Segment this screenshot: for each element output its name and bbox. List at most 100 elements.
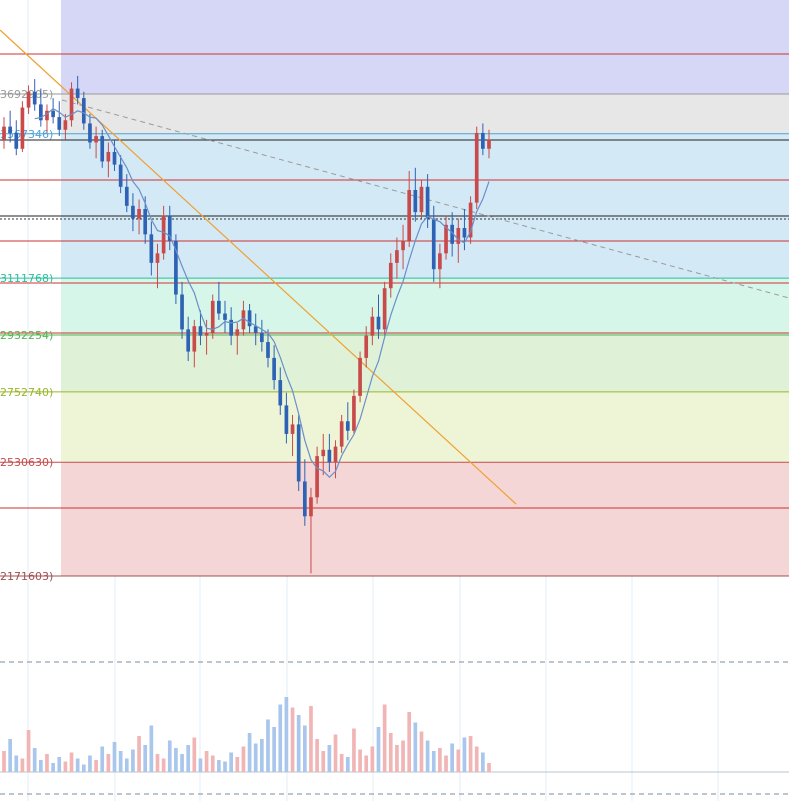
candle-body-8 [51,110,55,118]
candle-body-2 [14,132,19,149]
candle-body-1 [8,126,12,133]
volume-bar-43 [266,719,270,772]
volume-bar-78 [481,752,485,772]
volume-bar-58 [358,749,362,772]
volume-bar-42 [260,739,264,772]
volume-bar-62 [382,704,387,772]
moving-average-line [34,107,490,479]
candle-body-31 [192,326,197,352]
candle-body-29 [180,294,184,330]
volume-bar-52 [321,751,326,772]
candle-body-14 [88,123,92,143]
fib-band-6 [61,462,789,576]
volume-bar-17 [106,754,111,772]
candle-body-23 [143,208,148,235]
volume-bar-50 [309,706,313,772]
candle-body-77 [474,132,479,203]
candle-body-20 [124,186,129,206]
volume-bar-75 [462,737,467,772]
candle-body-68 [419,186,424,213]
volume-bar-6 [38,760,43,772]
volume-bar-63 [388,733,393,772]
volume-bar-22 [137,736,141,772]
candle-body-49 [302,481,307,517]
fib-band-4 [61,335,789,392]
volume-bar-45 [278,704,283,772]
candle-body-53 [327,449,332,463]
volume-bar-46 [284,697,289,772]
volume-bar-1 [8,739,12,772]
volume-bar-11 [69,752,74,772]
candle-body-63 [388,262,393,289]
candle-body-17 [106,151,111,162]
candle-body-66 [407,189,412,241]
candle-body-30 [186,329,191,352]
candle-body-59 [364,335,369,358]
candle-body-62 [382,288,387,330]
volume-bar-18 [112,742,117,772]
fib-level-label-0: 3692905) [0,88,53,101]
candle-body-52 [321,449,326,457]
candle-body-28 [174,240,178,295]
candle-body-16 [100,136,105,162]
volume-bar-71 [438,748,442,772]
fib-level-label-4: 2752740) [0,386,53,399]
volume-bar-54 [333,734,338,772]
volume-bar-7 [45,754,49,772]
volume-bar-79 [487,763,491,772]
volume-bar-10 [63,761,68,772]
candle-body-70 [431,218,436,270]
volume-bar-44 [272,727,276,772]
candle-body-5 [32,91,37,105]
candle-body-79 [487,139,491,149]
candle-body-0 [2,126,6,140]
candle-body-35 [217,300,221,314]
volume-bar-37 [229,752,233,772]
volume-bar-39 [241,746,246,772]
volume-bar-49 [302,725,307,772]
candle-body-48 [296,424,301,482]
volume-bar-19 [118,751,123,772]
candle-body-22 [137,208,141,219]
candle-body-4 [26,91,31,108]
candle-body-3 [20,107,25,149]
candle-body-11 [69,88,74,121]
volume-bar-51 [315,739,319,772]
fib-band-5 [61,391,789,463]
candle-body-42 [260,332,264,343]
candle-body-67 [413,189,418,213]
candle-body-15 [94,136,98,143]
volume-bar-70 [431,751,436,772]
fib-level-label-1: 3567346) [0,128,53,141]
candle-body-13 [81,98,86,124]
candle-body-24 [149,234,154,263]
candle-body-32 [198,326,203,336]
candle-body-26 [161,215,166,254]
volume-bar-69 [425,740,430,772]
candle-body-55 [339,421,344,447]
volume-bar-77 [474,746,479,772]
volume-bar-53 [327,745,332,772]
fib-band-1 [61,94,789,134]
orange-trendline [0,29,517,505]
candle-body-75 [462,227,467,238]
candle-body-12 [75,88,80,99]
candle-body-38 [235,329,240,336]
fib-band-2 [61,133,789,279]
volume-bar-12 [75,758,80,772]
volume-bar-28 [174,748,178,772]
candle-body-57 [352,395,356,431]
volume-bar-26 [161,758,166,772]
volume-bar-9 [57,757,62,772]
volume-bar-38 [235,757,240,772]
candle-body-10 [63,120,68,130]
volume-bar-34 [210,755,215,772]
volume-bar-21 [131,749,135,772]
volume-bar-55 [339,754,344,772]
candle-body-56 [345,421,350,431]
candle-body-61 [376,316,381,330]
volume-bar-3 [20,758,25,772]
candle-body-9 [57,117,62,130]
fib-level-label-3: 2932254) [0,329,53,342]
